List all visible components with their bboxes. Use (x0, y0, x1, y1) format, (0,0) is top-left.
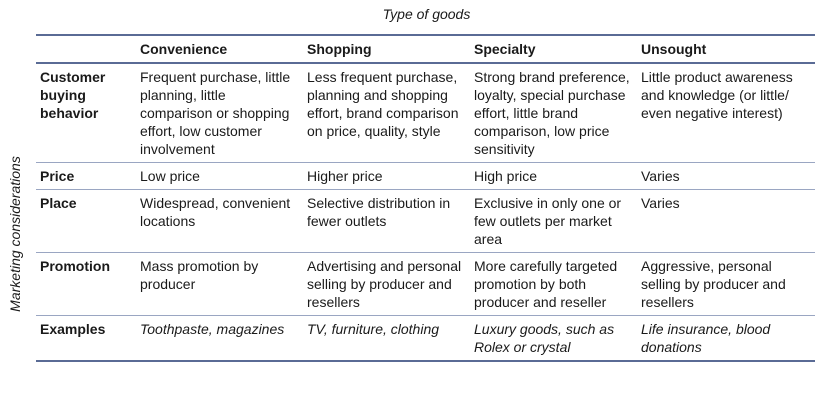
row-label: Place (36, 189, 136, 253)
table-cell: Aggressive, personal selling by producer… (637, 252, 815, 316)
table-cell: Luxury goods, such as Rolex or crystal (470, 315, 637, 362)
header-unsought: Unsought (637, 34, 815, 64)
table-cell: Little product awareness and knowledge (… (637, 63, 815, 163)
table-cell: High price (470, 162, 637, 190)
table-row: Customer buying behavior Frequent purcha… (36, 63, 815, 163)
table-cell: Strong brand preference, loyalty, specia… (470, 63, 637, 163)
row-label: Customer buying behavior (36, 63, 136, 163)
header-convenience: Convenience (136, 34, 303, 64)
table-cell: Varies (637, 162, 815, 190)
row-label: Promotion (36, 252, 136, 316)
row-label: Examples (36, 315, 136, 362)
table-cell: Toothpaste, magazines (136, 315, 303, 362)
table-cell: More carefully targeted promotion by bot… (470, 252, 637, 316)
table-cell: Advertising and personal selling by prod… (303, 252, 470, 316)
table-row: Promotion Mass promotion by producer Adv… (36, 252, 815, 316)
table-cell: Higher price (303, 162, 470, 190)
side-label-wrapper: Marketing considerations (0, 62, 30, 406)
table-cell: Exclusive in only one or few outlets per… (470, 189, 637, 253)
table-row: Price Low price Higher price High price … (36, 162, 815, 190)
table-cell: Life insurance, blood donations (637, 315, 815, 362)
table-super-title: Type of goods (382, 6, 471, 22)
table-row: Examples Toothpaste, magazines TV, furni… (36, 315, 815, 362)
side-label: Marketing considerations (7, 156, 24, 312)
table-row: Place Widespread, convenient locations S… (36, 189, 815, 253)
header-corner (36, 34, 136, 64)
header-row: Convenience Shopping Specialty Unsought (36, 34, 815, 64)
table-cell: Frequent purchase, little planning, litt… (136, 63, 303, 163)
table-cell: Selective distribution in fewer outlets (303, 189, 470, 253)
table-cell: Mass promotion by producer (136, 252, 303, 316)
table-cell: Less frequent purchase, planning and sho… (303, 63, 470, 163)
goods-comparison-table: Convenience Shopping Specialty Unsought … (36, 34, 815, 362)
table-cell: Low price (136, 162, 303, 190)
table-cell: Varies (637, 189, 815, 253)
table-cell: TV, furniture, clothing (303, 315, 470, 362)
table-cell: Widespread, convenient locations (136, 189, 303, 253)
row-label: Price (36, 162, 136, 190)
header-shopping: Shopping (303, 34, 470, 64)
header-specialty: Specialty (470, 34, 637, 64)
